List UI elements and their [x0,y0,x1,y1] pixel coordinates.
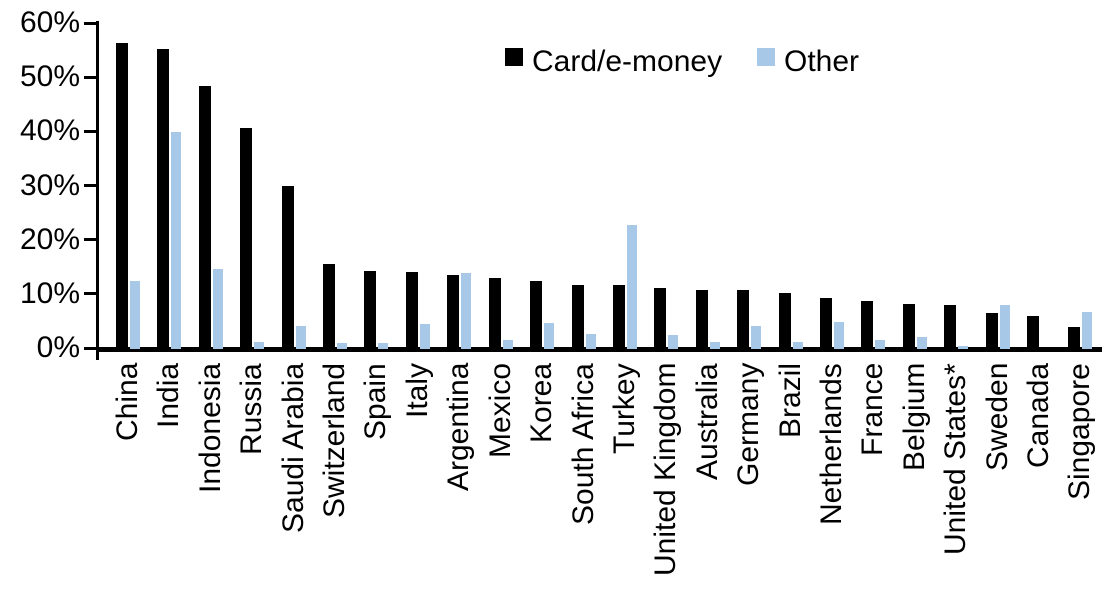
bar-card-e-money-argentina [447,275,460,349]
y-axis-tick [84,292,96,296]
bar-card-e-money-spain [364,271,377,349]
bar-card-e-money-korea [530,281,543,349]
bar-other-saudi-arabia [295,326,306,349]
bar-other-france [875,339,886,349]
y-axis-tick [84,346,96,350]
x-axis-label-india: India [152,363,186,429]
bar-other-germany [751,326,762,349]
bar-card-e-money-belgium [902,304,915,349]
x-axis-label-saudi-arabia: Saudi Arabia [276,363,310,534]
bar-card-e-money-sweden [985,312,998,349]
x-axis-line [96,347,1102,352]
bar-other-russia [254,342,265,349]
bar-card-e-money-mexico [488,277,501,349]
bar-card-e-money-australia [695,289,708,349]
x-axis-label-china: China [111,363,144,442]
bar-other-korea [544,323,555,349]
legend-swatch-card-e-money [505,48,523,66]
bar-card-e-money-china [116,42,128,349]
bar-other-india [171,132,182,349]
bar-other-australia [709,342,720,349]
bar-other-argentina [461,272,472,349]
x-axis-label-australia: Australia [690,363,724,480]
y-axis-tick [84,129,96,133]
bar-other-turkey [626,225,637,349]
y-axis-label: 40% [19,114,80,148]
bar-other-indonesia [212,268,223,349]
bar-card-e-money-germany [737,290,750,349]
y-axis-label: 60% [19,6,80,39]
y-axis-tick [84,75,96,79]
bar-other-south-africa [585,334,596,349]
legend-label-other: Other [784,45,860,78]
x-axis-label-russia: Russia [235,363,269,455]
x-axis-label-sweden: Sweden [980,363,1014,472]
y-axis-tick [84,21,96,25]
bar-other-brazil [792,341,803,349]
y-axis-label: 0% [36,331,80,364]
bar-other-belgium [916,337,927,349]
bar-card-e-money-switzerland [323,263,336,349]
bar-card-e-money-united-states [944,305,957,349]
bar-card-e-money-saudi-arabia [281,186,294,349]
x-axis-label-france: France [856,363,890,457]
x-axis-label-turkey: Turkey [607,363,641,454]
x-axis-label-switzerland: Switzerland [318,363,352,519]
bar-other-switzerland [337,343,348,349]
x-axis-label-korea: Korea [525,363,559,444]
x-axis-label-mexico: Mexico [483,363,517,459]
x-axis-label-united-states: United States* [939,363,973,555]
y-axis-tick [84,238,96,242]
bar-card-e-money-turkey [612,285,625,349]
y-axis-line [96,21,99,360]
x-axis-label-singapore: Singapore [1063,363,1097,500]
bar-other-netherlands [833,322,844,349]
legend-swatch-other [757,48,775,66]
y-axis-label: 20% [19,222,80,256]
x-axis-label-germany: Germany [732,363,766,487]
x-axis-label-spain: Spain [359,363,393,440]
bar-card-e-money-india [157,49,170,349]
bar-card-e-money-brazil [778,293,791,349]
bar-card-e-money-russia [240,128,253,349]
bar-card-e-money-south-africa [571,284,584,349]
y-axis-label: 50% [19,60,80,94]
x-axis-label-canada: Canada [1022,363,1056,469]
y-axis-tick [84,184,96,187]
x-axis-label-belgium: Belgium [897,363,931,472]
bar-other-singapore [1082,311,1093,349]
x-axis-label-south-africa: South Africa [566,363,600,525]
bar-card-e-money-netherlands [819,297,832,349]
bar-card-e-money-france [861,301,874,349]
x-axis-label-italy: Italy [400,363,434,419]
bar-other-sweden [999,304,1010,349]
bar-card-e-money-indonesia [198,85,211,349]
legend-label-card-e-money: Card/e-money [532,45,723,78]
x-axis-label-netherlands: Netherlands [814,363,848,525]
bar-other-united-kingdom [668,335,679,349]
x-axis-label-indonesia: Indonesia [193,363,227,494]
bar-other-united-states [958,345,969,349]
x-axis-label-brazil: Brazil [773,363,807,439]
bar-card-e-money-singapore [1068,326,1081,349]
bar-other-mexico [502,340,513,349]
bar-other-china [130,281,140,349]
bar-card-e-money-canada [1027,315,1040,349]
bar-other-spain [378,342,389,349]
y-axis-label: 10% [19,276,80,310]
y-axis-label: 30% [19,168,80,202]
bar-other-italy [419,323,430,349]
x-axis-label-argentina: Argentina [442,363,476,492]
x-axis-label-united-kingdom: United Kingdom [649,363,683,577]
bar-card-e-money-united-kingdom [654,288,667,349]
bar-card-e-money-italy [405,271,418,349]
